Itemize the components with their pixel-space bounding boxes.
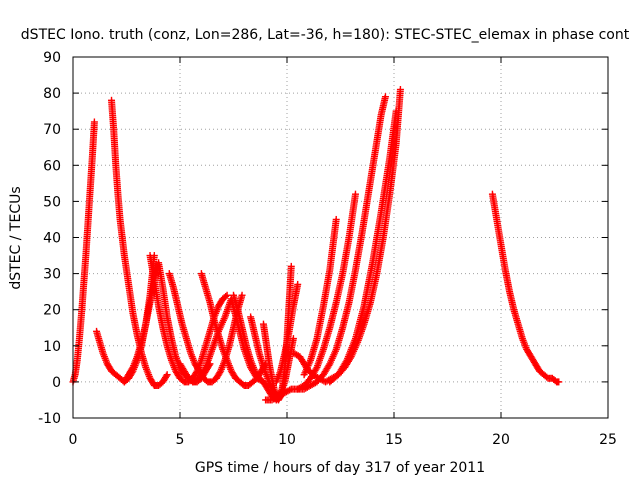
x-tick-label: 15 bbox=[385, 432, 403, 448]
x-tick-label: 10 bbox=[278, 432, 296, 448]
x-tick-label: 5 bbox=[176, 432, 185, 448]
data-point bbox=[163, 371, 171, 379]
y-tick-label: 40 bbox=[43, 231, 61, 247]
chart-title: dSTEC Iono. truth (conz, Lon=286, Lat=-3… bbox=[21, 27, 630, 43]
marker bbox=[222, 292, 230, 300]
y-tick-label: 80 bbox=[43, 86, 61, 102]
x-axis: 0 5 10 15 20 25 bbox=[69, 57, 617, 448]
marker bbox=[128, 365, 136, 373]
grid-lines bbox=[73, 57, 608, 418]
data-point bbox=[90, 118, 98, 126]
y-tick-label: 20 bbox=[43, 303, 61, 319]
data-point bbox=[223, 291, 231, 299]
y-tick-label: 50 bbox=[43, 194, 61, 210]
y-tick-label: 90 bbox=[43, 50, 61, 66]
x-tick-label: 25 bbox=[599, 432, 617, 448]
y-tick-label: -10 bbox=[38, 411, 61, 427]
y-tick-label: 30 bbox=[43, 267, 61, 283]
data-point bbox=[294, 280, 302, 288]
y-tick-label: 70 bbox=[43, 122, 61, 138]
marker bbox=[201, 365, 209, 373]
marker bbox=[286, 386, 294, 394]
y-axis-label: dSTEC / TECUs bbox=[8, 186, 24, 289]
y-tick-label: 10 bbox=[43, 339, 61, 355]
marker bbox=[216, 369, 224, 377]
data-point bbox=[287, 262, 295, 270]
data-point bbox=[238, 291, 246, 299]
y-tick-label: 60 bbox=[43, 158, 61, 174]
x-axis-label: GPS time / hours of day 317 of year 2011 bbox=[195, 460, 485, 476]
data-point bbox=[381, 93, 389, 101]
data-points bbox=[69, 85, 563, 404]
x-tick-label: 20 bbox=[492, 432, 510, 448]
marker bbox=[162, 372, 170, 380]
y-tick-label: 0 bbox=[52, 375, 61, 391]
x-tick-label: 0 bbox=[69, 432, 78, 448]
